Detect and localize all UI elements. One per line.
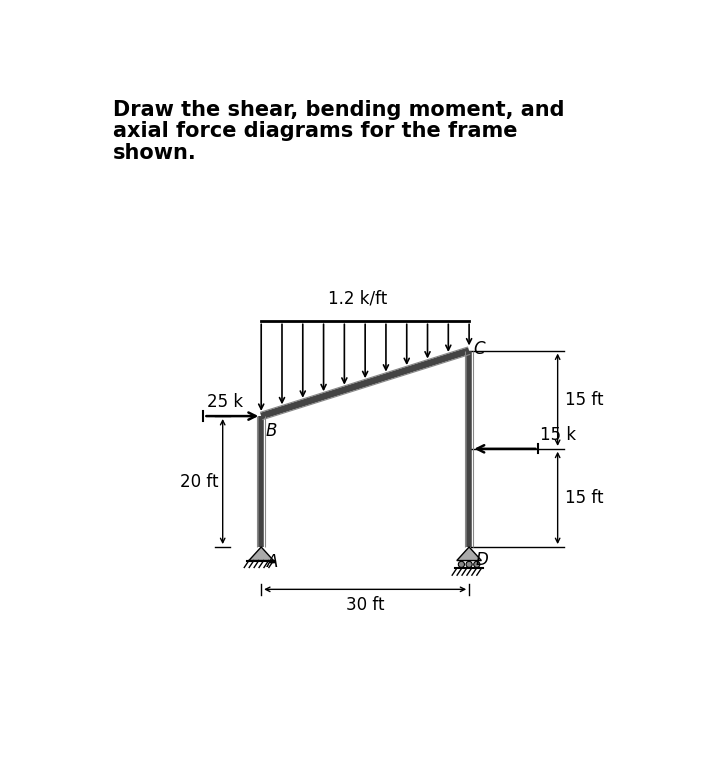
Text: 25 k: 25 k: [207, 394, 243, 411]
Text: Draw the shear, bending moment, and: Draw the shear, bending moment, and: [113, 100, 565, 119]
Text: B: B: [265, 422, 276, 440]
Text: 15 ft: 15 ft: [565, 489, 604, 507]
Text: shown.: shown.: [113, 142, 197, 162]
Text: axial force diagrams for the frame: axial force diagrams for the frame: [113, 121, 518, 141]
Text: 20 ft: 20 ft: [179, 473, 218, 490]
Text: D: D: [475, 551, 488, 569]
Text: 15 k: 15 k: [540, 426, 576, 444]
Circle shape: [459, 561, 464, 568]
Circle shape: [466, 561, 472, 568]
Circle shape: [474, 561, 480, 568]
Text: 15 ft: 15 ft: [565, 391, 604, 409]
Text: C: C: [474, 340, 485, 358]
Text: 1.2 k/ft: 1.2 k/ft: [328, 290, 387, 307]
Text: A: A: [267, 553, 279, 571]
Polygon shape: [456, 547, 482, 561]
Polygon shape: [249, 547, 274, 561]
Text: 30 ft: 30 ft: [346, 595, 384, 614]
